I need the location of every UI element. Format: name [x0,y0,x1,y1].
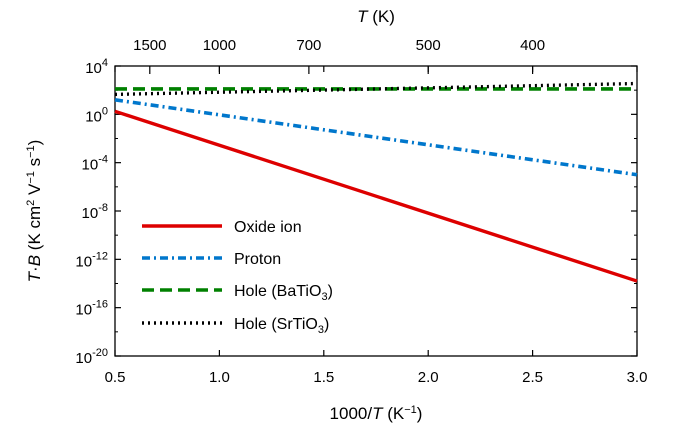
top-axis-title: T (K) [357,7,395,26]
x-axis-title: 1000/T (K−1) [330,404,423,423]
top-tick-label: 1000 [203,37,236,54]
legend-close: ) [328,283,333,300]
y-tick-exponent: -12 [92,250,108,262]
y-tick-exponent: -8 [98,202,108,214]
top-tick-label: 700 [296,37,321,54]
y-tick-exponent: -4 [98,154,108,166]
y-axis-title: T·B (K cm2 V−1 s−1) [25,140,44,283]
legend-name: Hole (BaTiO [234,283,321,300]
y-tick-exponent: 4 [102,57,108,69]
y-tick-base: 10 [75,253,92,270]
series-line-1 [114,98,638,177]
legend-name: Oxide ion [234,219,302,236]
y-tick-label: 10-12 [75,250,108,270]
y-tick-base: 10 [85,108,102,125]
x-tick-label: 2.0 [418,369,439,386]
y-tick-base: 10 [82,205,99,222]
top-tick-label: 400 [520,37,545,54]
y-tick-exponent: 0 [102,105,108,117]
y-tick-exponent: -20 [92,347,108,359]
y-tick-base: 10 [75,350,92,367]
y-tick-label: 100 [85,105,108,125]
y-tick-label: 10-20 [75,347,108,367]
legend-label-2: Hole (BaTiO3) [234,283,333,303]
y-tick-base: 10 [85,60,102,77]
y-tick-label: 10-16 [75,299,108,319]
legend-subscript: 3 [321,291,327,303]
x-tick-label: 2.5 [522,369,543,386]
top-tick-label: 500 [416,37,441,54]
legend-subscript: 3 [318,324,324,336]
legend-label-3: Hole (SrTiO3) [234,316,329,336]
series-group [114,81,638,283]
legend-close: ) [324,316,329,333]
x-tick-label: 1.0 [209,369,230,386]
y-tick-base: 10 [75,302,92,319]
y-tick-label: 10-8 [82,202,108,222]
y-tick-label: 10-4 [82,154,108,174]
series-line-0 [114,109,638,283]
legend-name: Proton [234,251,281,268]
x-tick-label: 3.0 [627,369,648,386]
legend-label-0: Oxide ion [234,219,302,236]
y-tick-label: 104 [85,57,108,77]
y-tick-base: 10 [82,157,99,174]
legend-name: Hole (SrTiO [234,316,318,333]
x-tick-label: 1.5 [313,369,334,386]
top-tick-label: 1500 [133,37,166,54]
x-tick-label: 0.5 [105,369,126,386]
y-tick-exponent: -16 [92,299,108,311]
ticks-group: 0.5 1.0 1.5 2.0 2.5 3.010410010-410-810-1210-… [75,37,647,386]
legend-label-1: Proton [234,251,281,268]
